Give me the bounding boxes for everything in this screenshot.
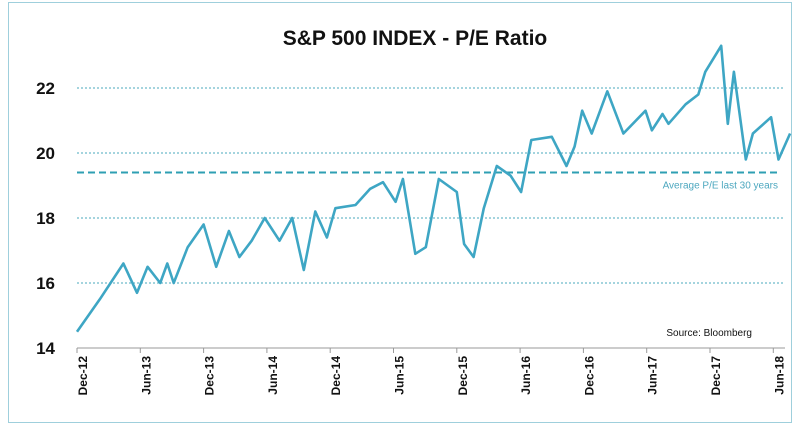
y-tick-label: 20 <box>36 144 55 163</box>
x-tick-label: Jun-14 <box>266 356 280 395</box>
x-tick-label: Jun-15 <box>393 356 407 395</box>
y-tick-label: 18 <box>36 209 55 228</box>
x-tick-label: Dec-13 <box>203 356 217 396</box>
y-tick-label: 16 <box>36 274 55 293</box>
x-tick-label: Jun-16 <box>519 356 533 395</box>
x-tick-label: Dec-15 <box>456 356 470 396</box>
y-tick-label: 22 <box>36 79 55 98</box>
x-tick-label: Jun-13 <box>139 356 153 395</box>
average-pe-label: Average P/E last 30 years <box>663 181 778 192</box>
chart-frame <box>8 2 792 423</box>
source-annotation: Source: Bloomberg <box>666 328 752 339</box>
x-tick-label: Dec-14 <box>329 356 343 396</box>
x-tick-label: Dec-12 <box>76 356 90 396</box>
x-tick-label: Dec-17 <box>709 356 723 396</box>
chart-title: S&P 500 INDEX - P/E Ratio <box>283 27 548 50</box>
x-tick-label: Dec-16 <box>582 356 596 396</box>
y-tick-label: 14 <box>36 339 55 358</box>
x-tick-label: Jun-17 <box>646 356 660 395</box>
x-tick-label: Jun-18 <box>772 356 786 395</box>
